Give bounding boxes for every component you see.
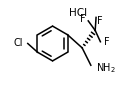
Text: HCl: HCl: [69, 8, 87, 18]
Text: F: F: [80, 14, 86, 24]
Text: Cl: Cl: [13, 39, 23, 48]
Text: NH$_2$: NH$_2$: [96, 61, 116, 75]
Text: F: F: [97, 16, 103, 26]
Text: F: F: [104, 37, 109, 47]
